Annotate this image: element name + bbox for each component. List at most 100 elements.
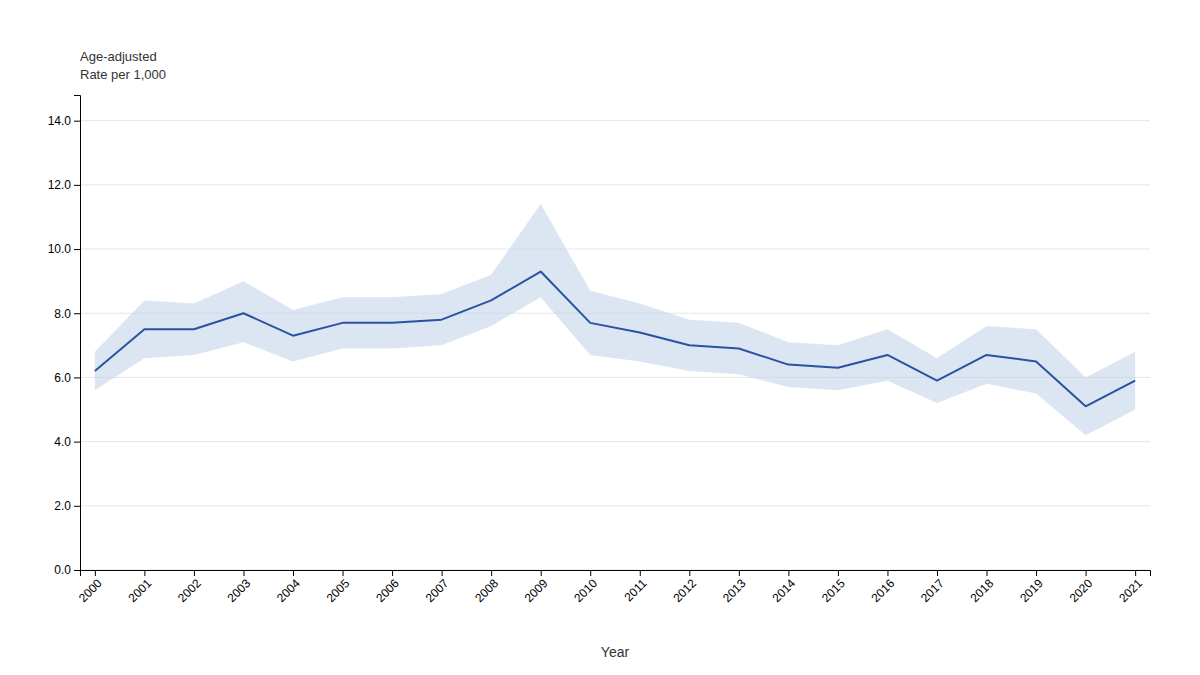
x-tick-mark: [491, 570, 492, 576]
x-tick-mark: [838, 570, 839, 576]
x-tick: 2021: [1116, 570, 1145, 605]
y-tick: 8.0: [54, 307, 80, 321]
y-tick-label: 12.0: [48, 178, 72, 192]
x-axis: 2000 2001 2002 2003 2004 2005 2006 2007 2008 2009…: [76, 570, 1151, 605]
x-tick-label: 2007: [423, 576, 452, 605]
x-tick: 2010: [571, 570, 600, 605]
x-tick: 2020: [1067, 570, 1096, 605]
x-tick: 2016: [869, 570, 898, 605]
x-tick-mark: [541, 570, 542, 576]
x-tick: 2012: [670, 570, 699, 605]
x-tick: 2011: [621, 570, 649, 604]
x-tick: 2017: [918, 570, 947, 605]
y-tick-mark: [74, 442, 80, 443]
grid-line: [80, 441, 1150, 442]
x-tick-mark: [442, 570, 443, 576]
x-tick: 2005: [324, 570, 353, 605]
line: [95, 272, 1135, 407]
y-tick: 12.0: [48, 178, 80, 192]
y-tick: 6.0: [54, 371, 80, 385]
y-tick-label: 6.0: [54, 371, 71, 385]
x-tick-mark: [887, 570, 888, 576]
x-tick-label: 2004: [274, 576, 303, 605]
x-tick-label: 2010: [571, 576, 600, 605]
x-tick-label: 2019: [1017, 576, 1046, 605]
x-tick-label: 2018: [968, 576, 997, 605]
x-tick: 2004: [274, 570, 303, 605]
y-tick-mark: [74, 185, 80, 186]
y-tick-mark: [74, 121, 80, 122]
x-tick-label: 2002: [175, 576, 204, 605]
y-tick-label: 2.0: [54, 499, 71, 513]
x-tick: 2007: [423, 570, 452, 605]
y-tick-mark: [74, 377, 80, 378]
y-tick-mark: [74, 313, 80, 314]
x-tick-label: 2006: [373, 576, 402, 605]
y-tick-label: 0.0: [54, 563, 71, 577]
x-tick-mark: [95, 570, 96, 576]
x-axis-title: Year: [601, 644, 630, 660]
x-tick-label: 2005: [324, 576, 353, 605]
y-axis: 0.0 2.0 4.0 6.0 8.0 10.0 12.0 14.0: [48, 96, 81, 578]
y-tick: 10.0: [48, 242, 80, 256]
plot: 2000 2001 2002 2003 2004 2005 2006 2007 2008 2009…: [48, 96, 1151, 606]
x-tick-mark: [194, 570, 195, 576]
x-tick-mark: [788, 570, 789, 576]
x-tick-label: 2008: [472, 576, 501, 605]
y-tick-label: 10.0: [48, 242, 72, 256]
x-tick-label: 2017: [918, 576, 947, 605]
y-axis-title: Age-adjusted: [80, 49, 157, 64]
y-tick: 0.0: [54, 563, 80, 577]
x-tick-mark: [1086, 570, 1087, 576]
x-axis-line: [81, 571, 1151, 577]
x-tick-label: 2020: [1067, 576, 1096, 605]
x-tick-label: 2014: [769, 576, 798, 605]
x-tick-mark: [1036, 570, 1037, 576]
x-tick: 2018: [968, 570, 997, 605]
y-tick-mark: [74, 506, 80, 507]
x-tick: 2009: [522, 570, 551, 605]
x-tick: 2000: [76, 570, 105, 605]
x-tick-mark: [293, 570, 294, 576]
x-tick-mark: [987, 570, 988, 576]
x-tick-mark: [343, 570, 344, 576]
x-tick: 2002: [175, 570, 204, 605]
y-axis-title: Rate per 1,000: [80, 67, 166, 82]
x-tick-label: 2009: [522, 576, 551, 605]
marks: [95, 204, 1135, 435]
x-tick-label: 2015: [819, 576, 848, 605]
x-tick-mark: [640, 570, 641, 576]
grid-line: [80, 249, 1150, 250]
y-tick: 14.0: [48, 114, 80, 128]
x-tick-label: 2016: [869, 576, 898, 605]
x-tick: 2006: [373, 570, 402, 605]
chart: 2000 2001 2002 2003 2004 2005 2006 2007 2008 2009…: [0, 0, 1200, 675]
x-tick-label: 2013: [720, 576, 749, 605]
x-tick-mark: [937, 570, 938, 576]
x-tick: 2001: [125, 570, 154, 605]
x-tick-mark: [392, 570, 393, 576]
x-tick-mark: [739, 570, 740, 576]
y-axis-line: [74, 96, 81, 571]
x-tick: 2019: [1017, 570, 1046, 605]
x-tick-mark: [1135, 570, 1136, 576]
x-tick: 2008: [472, 570, 501, 605]
x-tick: 2014: [769, 570, 798, 605]
y-tick: 4.0: [54, 435, 80, 449]
grid-line: [80, 505, 1150, 506]
confidence-band: [95, 204, 1135, 435]
x-tick-label: 2021: [1116, 576, 1145, 605]
y-tick-mark: [74, 249, 80, 250]
x-tick-label: 2003: [225, 576, 254, 605]
x-tick-label: 2000: [76, 576, 105, 605]
grid-line: [80, 120, 1150, 121]
x-tick-label: 2001: [125, 576, 154, 605]
y-tick-mark: [74, 570, 80, 571]
y-tick-label: 4.0: [54, 435, 71, 449]
y-tick-label: 14.0: [48, 114, 72, 128]
grid: [80, 121, 1150, 570]
x-tick-label: 2011: [621, 576, 649, 604]
y-tick: 2.0: [54, 499, 80, 513]
x-tick-label: 2012: [670, 576, 699, 605]
x-tick: 2013: [720, 570, 749, 605]
